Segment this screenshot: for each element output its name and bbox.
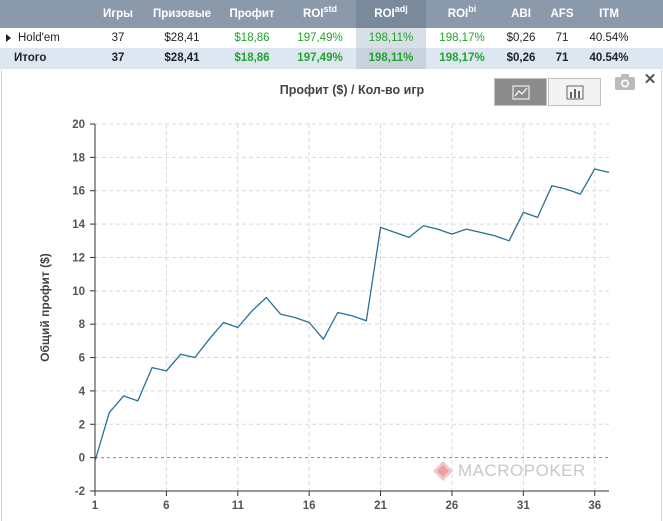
y-tick-label: 18 [72,152,85,164]
cell-prizes: $28,41 [164,52,200,64]
chart-panel: Профит ($) / Кол-во игр ✕ [1,70,662,521]
profit-series-line [94,168,610,462]
stats-header-row: Игры Призовые Профит ROIstd ROIadj ROIbi… [0,0,663,28]
line-chart-icon [512,85,530,100]
x-tick-label: 11 [232,500,245,512]
row-label: Hold'em [18,32,60,44]
cell-abi: $0,26 [506,52,536,64]
y-tick-label: 20 [72,119,85,131]
cell-itm: 40.54% [589,52,629,64]
cell-roi-std: 197,49% [297,32,343,44]
stats-table: Игры Призовые Профит ROIstd ROIadj ROIbi… [0,0,663,69]
y-tick-label: -2 [75,486,85,498]
line-view-button[interactable] [494,78,547,106]
table-row[interactable]: Hold'em 37 $28,41 $18,86 197,49% 198,11%… [0,28,663,49]
macropoker-logo-icon [433,461,453,481]
cell-afs: 71 [555,32,569,44]
cell-afs: 71 [555,52,569,64]
close-icon[interactable]: ✕ [643,71,657,88]
x-tick-label: 36 [588,500,601,512]
watermark-text: MACROPOKER [458,461,586,480]
x-tick-label: 26 [446,500,459,512]
y-tick-label: 6 [79,353,85,365]
y-tick-label: 8 [79,319,86,331]
y-tick-label: 4 [79,386,86,398]
cell-games: 37 [111,52,125,64]
cell-roi-adj: 198,11% [356,28,426,48]
cell-itm: 40.54% [589,32,629,44]
y-tick-label: 16 [72,186,85,198]
header-abi[interactable]: ABI [511,8,531,20]
y-tick-label: 12 [72,252,85,264]
header-profit[interactable]: Профит [229,8,275,20]
cell-roi-bi: 198,17% [439,52,485,64]
camera-icon[interactable] [614,73,636,91]
cell-roi-std: 197,49% [297,52,343,64]
row-label: Итого [14,52,47,64]
chart-view-toggle [494,78,602,106]
y-tick-label: 2 [79,419,85,431]
y-tick-label: 14 [72,219,85,231]
expand-triangle-icon[interactable] [6,34,11,42]
header-afs[interactable]: AFS [550,8,574,20]
x-tick-label: 31 [517,500,530,512]
bar-view-button[interactable] [548,78,601,106]
table-row-total: Итого 37 $28,41 $18,86 197,49% 198,11% 1… [0,48,663,69]
x-tick-label: 16 [303,500,316,512]
header-roi-std[interactable]: ROIstd [303,4,337,21]
cell-roi-adj: 198,11% [356,48,426,69]
header-roi-bi[interactable]: ROIbi [447,4,477,21]
cell-abi: $0,26 [506,32,536,44]
chart-title: Профит ($) / Кол-во игр [279,83,425,97]
y-axis-label: Общий профит ($) [38,253,52,362]
header-games[interactable]: Игры [103,8,133,20]
x-tick-label: 6 [163,500,169,512]
x-tick-label: 1 [92,500,99,512]
cell-games: 37 [111,32,125,44]
header-prizes[interactable]: Призовые [152,8,212,20]
y-tick-label: 0 [79,453,85,465]
y-tick-label: 10 [72,286,85,298]
cell-roi-bi: 198,17% [439,32,485,44]
cell-prizes: $28,41 [164,32,200,44]
cell-profit: $18,86 [234,52,270,64]
x-tick-label: 21 [374,500,387,512]
header-roi-adj[interactable]: ROIadj [356,0,426,28]
bar-chart-icon [566,85,584,100]
cell-profit: $18,86 [234,32,270,44]
header-itm[interactable]: ITM [599,8,619,20]
